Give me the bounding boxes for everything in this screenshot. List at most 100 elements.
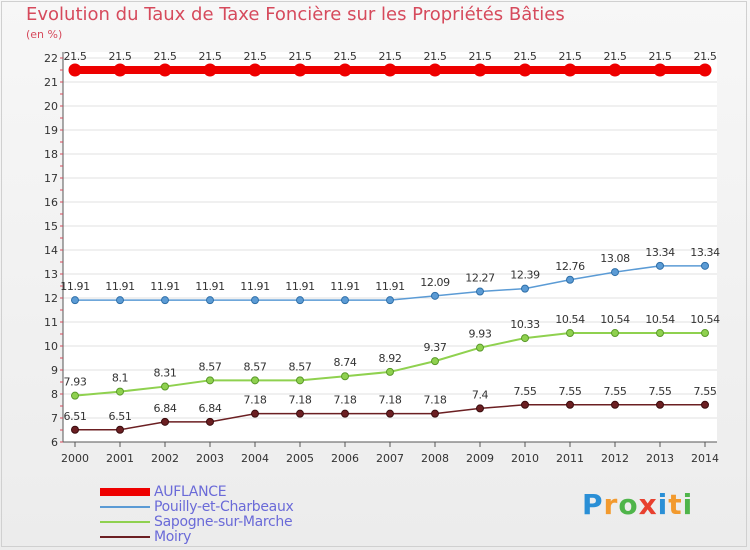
data-point [296, 296, 304, 305]
y-tick-label: 15 [44, 220, 58, 233]
x-tick-label: 2008 [421, 452, 449, 465]
y-tick-label: 7 [51, 412, 58, 425]
data-point [71, 391, 79, 400]
data-label: 6.51 [64, 410, 87, 423]
data-point [116, 387, 124, 396]
data-point [521, 284, 529, 293]
data-label: 9.37 [424, 341, 447, 354]
data-point [431, 291, 439, 300]
data-point [521, 334, 529, 343]
data-point [386, 296, 394, 305]
logo-letter: r [603, 488, 619, 521]
data-label: 9.93 [469, 328, 492, 341]
data-point [383, 63, 397, 77]
data-point [653, 63, 667, 77]
data-point [206, 376, 214, 385]
data-point [206, 296, 214, 305]
data-label: 21.5 [334, 50, 357, 63]
legend-swatch [100, 535, 150, 538]
data-point [566, 400, 574, 409]
legend-item: AUFLANCE [100, 484, 294, 500]
x-tick-label: 2005 [286, 452, 314, 465]
data-point [296, 376, 304, 385]
data-point [611, 268, 619, 277]
data-label: 8.1 [112, 372, 128, 385]
data-label: 10.54 [600, 313, 630, 326]
data-point [116, 296, 124, 305]
proxiti-logo: Proxiti [582, 488, 693, 521]
data-label: 21.5 [649, 50, 672, 63]
data-label: 21.5 [694, 50, 717, 63]
data-point [566, 329, 574, 338]
data-label: 6.84 [199, 402, 222, 415]
data-point [521, 400, 529, 409]
data-point [386, 409, 394, 418]
data-point [701, 261, 709, 270]
data-label: 7.18 [244, 394, 267, 407]
x-tick-label: 2002 [151, 452, 179, 465]
data-label: 7.18 [379, 394, 402, 407]
data-label: 12.39 [510, 269, 540, 282]
y-tick-label: 17 [44, 172, 58, 185]
data-label: 7.18 [334, 394, 357, 407]
data-point [476, 343, 484, 352]
data-point [431, 409, 439, 418]
data-label: 8.57 [244, 360, 267, 373]
legend-swatch [100, 505, 150, 508]
data-label: 7.18 [289, 394, 312, 407]
data-label: 7.93 [64, 376, 87, 389]
data-point [341, 372, 349, 381]
y-tick-label: 20 [44, 100, 58, 113]
legend-swatch [100, 487, 150, 496]
logo-letter: x [638, 488, 658, 521]
data-point [341, 409, 349, 418]
data-label: 21.5 [199, 50, 222, 63]
legend-label: Sapogne-sur-Marche [154, 513, 293, 530]
data-point [563, 63, 577, 77]
y-axis-unit-label: (en %) [26, 28, 63, 41]
data-point [296, 409, 304, 418]
data-point [251, 296, 259, 305]
data-point [656, 329, 664, 338]
x-tick-label: 2000 [61, 452, 89, 465]
x-tick-label: 2007 [376, 452, 404, 465]
data-label: 11.91 [150, 280, 180, 293]
data-label: 12.76 [555, 260, 585, 273]
y-tick-label: 19 [44, 124, 58, 137]
data-point [476, 287, 484, 296]
data-point [71, 425, 79, 434]
legend-swatch [100, 520, 150, 523]
data-point [476, 404, 484, 413]
data-point [251, 376, 259, 385]
data-point [608, 63, 622, 77]
chart-title: Evolution du Taux de Taxe Foncière sur l… [26, 4, 565, 25]
data-label: 7.18 [424, 394, 447, 407]
y-tick-label: 11 [44, 316, 58, 329]
data-point [68, 63, 82, 77]
y-tick-label: 16 [44, 196, 58, 209]
data-label: 11.91 [240, 280, 270, 293]
data-point [206, 417, 214, 426]
y-tick-label: 13 [44, 268, 58, 281]
x-tick-label: 2011 [556, 452, 584, 465]
data-label: 7.55 [649, 385, 672, 398]
data-label: 21.5 [289, 50, 312, 63]
data-point [518, 63, 532, 77]
data-point [698, 63, 712, 77]
data-label: 10.54 [645, 313, 675, 326]
data-label: 11.91 [375, 280, 405, 293]
y-tick-label: 14 [44, 244, 58, 257]
data-label: 21.5 [109, 50, 132, 63]
y-tick-label: 22 [44, 52, 58, 65]
legend-item: Sapogne-sur-Marche [100, 513, 294, 530]
data-point [611, 329, 619, 338]
x-tick-label: 2012 [601, 452, 629, 465]
data-point [656, 261, 664, 270]
data-point [203, 63, 217, 77]
x-tick-label: 2014 [691, 452, 719, 465]
data-label: 13.08 [600, 252, 630, 265]
legend-label: Pouilly-et-Charbeaux [154, 498, 294, 515]
data-point [386, 367, 394, 376]
y-tick-label: 6 [51, 436, 58, 449]
